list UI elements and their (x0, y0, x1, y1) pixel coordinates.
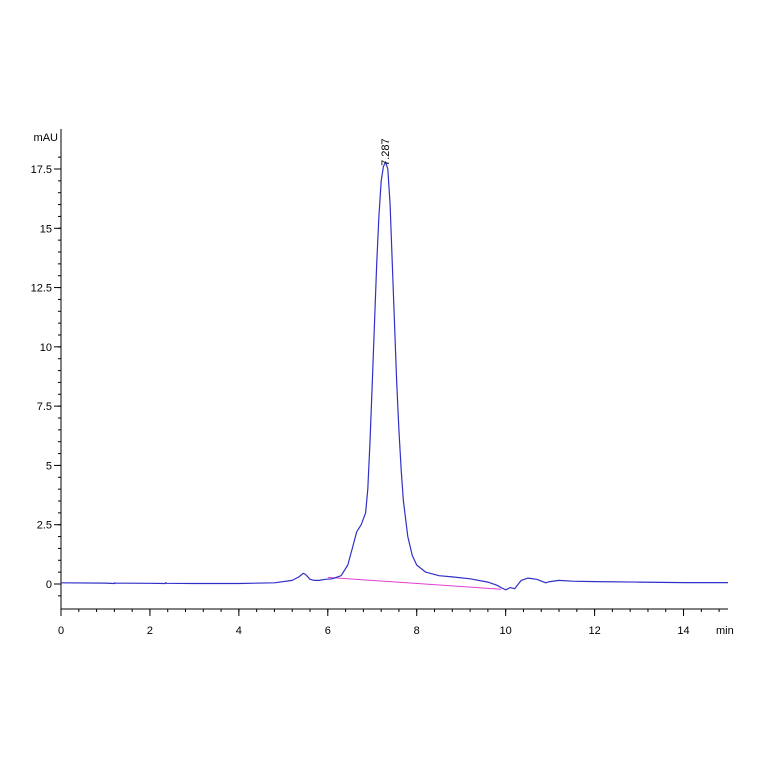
x-tick-label: 8 (414, 625, 420, 637)
x-tick-label: 4 (236, 625, 242, 637)
x-tick-label: 12 (588, 625, 600, 637)
x-tick-label: 6 (325, 625, 331, 637)
signal-layer (60, 161, 728, 591)
peak-label: 7.287 (380, 138, 392, 166)
y-tick-label: 5 (46, 460, 52, 472)
axes: 0 2.5 5 7.5 10 12.5 15 17.5 0 2 4 6 8 10 12 14 (31, 129, 728, 637)
y-tick-label: 2.5 (37, 520, 52, 532)
y-tick-label: 15 (40, 223, 52, 235)
x-tick-label: 2 (147, 625, 153, 637)
y-tick-label: 17.5 (31, 164, 52, 176)
y-unit-label: mAU (34, 132, 59, 144)
x-unit-label: min (716, 625, 734, 637)
x-tick-label: 0 (58, 625, 64, 637)
y-tick-label: 0 (46, 579, 52, 591)
x-tick-label: 10 (500, 625, 512, 637)
y-tick-label: 12.5 (31, 283, 52, 295)
integration-baseline (327, 576, 502, 590)
label-layer: 7.287 (380, 138, 392, 166)
y-tick-label: 7.5 (37, 401, 52, 413)
x-tick-label: 14 (677, 625, 689, 637)
signal-series-line (60, 161, 728, 591)
y-tick-label: 10 (40, 342, 52, 354)
baseline-layer (327, 576, 502, 590)
